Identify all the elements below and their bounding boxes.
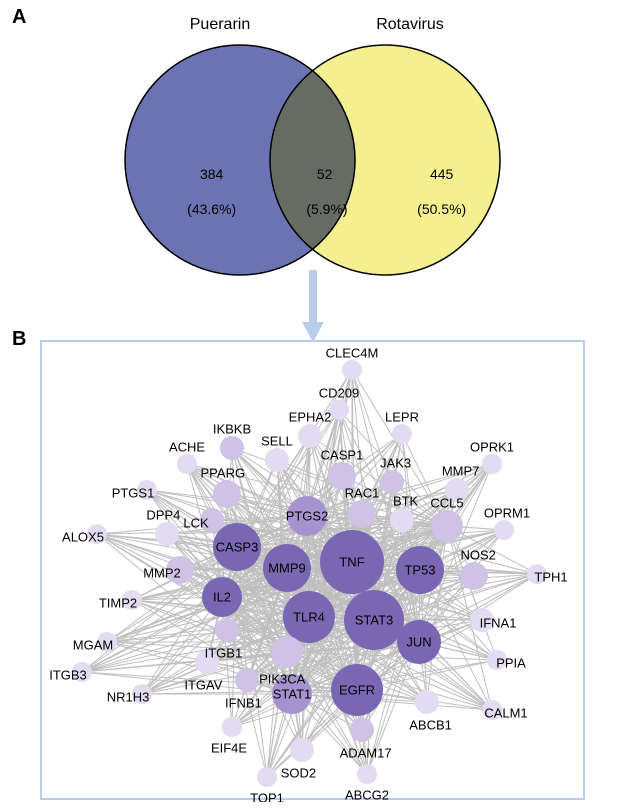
venn-right-percent: (50.5%) [417,201,466,217]
venn-intersection-text: 52 (5.9%) [283,148,343,236]
label-tp53: TP53 [404,562,435,577]
label-stat3: STAT3 [355,612,394,627]
label-btk: BTK [393,493,419,508]
node-ifnb1 [235,668,259,692]
label-alox5: ALOX5 [62,529,104,544]
node-epha2 [298,424,322,448]
label-cd209: CD209 [319,385,359,400]
label-ikbkb: IKBKB [213,421,251,436]
node-dpp4 [155,522,179,546]
label-egfr: EGFR [339,682,375,697]
network-box: CLEC4M CD209 EPHA2 LEPR IKBKB SELL ACHE CASP1 JA… [40,340,585,800]
venn-right-text: 445 (50.5%) [390,148,470,236]
label-oprk1: OPRK1 [470,439,514,454]
network-svg: CLEC4M CD209 EPHA2 LEPR IKBKB SELL ACHE CASP1 JA… [42,342,587,802]
node-ikbkb [220,436,244,460]
label-epha2: EPHA2 [289,409,332,424]
node-eif4e [222,717,242,737]
label-abcb1: ABCB1 [409,717,452,732]
label-ifna1: IFNA1 [480,615,517,630]
label-timp2: TIMP2 [99,595,137,610]
label-lepr: LEPR [385,409,419,424]
label-mmp2: MMP2 [143,565,181,580]
label-clec4m: CLEC4M [326,345,379,360]
node-pparg [213,480,241,508]
label-ifnb1: IFNB1 [225,695,262,710]
node-pik3ca [271,636,303,668]
node-nos2 [460,562,488,590]
label-itgb1: ITGB1 [205,645,243,660]
label-top1: TOP1 [250,790,284,802]
venn-left-percent: (43.6%) [187,201,236,217]
label-nr1h3: NR1H3 [107,689,150,704]
node-btk [390,508,414,532]
label-dpp4: DPP4 [146,507,180,522]
label-tph1: TPH1 [534,569,567,584]
label-sell: SELL [261,433,293,448]
node-cd209 [329,400,349,420]
node-rac1 [348,500,376,528]
label-abcg2: ABCG2 [345,787,389,802]
label-il2: IL2 [213,589,231,604]
node-abcg2 [357,764,377,784]
node-ache [177,454,197,474]
figure-page: A Puerarin Rotavirus 384 (43.6%) 52 (5.9… [0,0,619,810]
label-casp3: CASP3 [216,539,259,554]
venn-int-count: 52 [317,166,333,182]
label-itgav: ITGAV [184,677,222,692]
node-itgb1 [215,618,239,642]
label-ppia: PPIA [496,655,526,670]
label-itgb3: ITGB3 [49,667,87,682]
node-ccl5 [431,510,463,542]
node-oprm1 [494,520,514,540]
label-ache: ACHE [169,439,205,454]
node-abcb1 [415,690,439,714]
label-mmp7: MMP7 [442,463,480,478]
label-eif4e: EIF4E [211,740,247,755]
node-top1 [257,767,277,787]
label-adam17: ADAM17 [340,745,392,760]
node-sod2 [290,738,314,762]
venn-right-count: 445 [430,166,453,182]
label-rac1: RAC1 [345,485,380,500]
label-oprm1: OPRM1 [484,505,530,520]
label-sod2: SOD2 [281,765,316,780]
label-tlr4: TLR4 [293,609,325,624]
label-lck: LCK [183,515,209,530]
label-mmp9: MMP9 [268,560,306,575]
label-mgam: MGAM [73,637,113,652]
label-pparg: PPARG [201,465,246,480]
node-oprk1 [482,454,502,474]
label-casp1: CASP1 [321,447,364,462]
label-ccl5: CCL5 [430,495,463,510]
venn-left-count-val: 384 [200,166,223,182]
label-tnf: TNF [339,554,364,569]
label-ptgs1: PTGS1 [112,485,155,500]
node-sell [265,448,289,472]
label-jak3: JAK3 [380,455,411,470]
venn-diagram: Puerarin Rotavirus 384 (43.6%) 52 (5.9%)… [0,0,619,310]
venn-int-percent: (5.9%) [306,201,347,217]
label-stat1: STAT1 [273,686,312,701]
node-jak3 [380,470,404,494]
label-pik3ca: PIK3CA [259,671,306,686]
label-ptgs2: PTGS2 [286,508,329,523]
label-nos2: NOS2 [460,547,495,562]
label-calm1: CALM1 [484,705,527,720]
node-lepr [392,424,412,444]
panel-b-label: B [12,328,26,351]
arrow-down-icon [300,270,330,350]
node-adam17 [350,718,374,742]
node-clec4m [342,360,362,380]
label-jun: JUN [406,634,431,649]
venn-left-count: 384 (43.6%) [160,148,240,236]
